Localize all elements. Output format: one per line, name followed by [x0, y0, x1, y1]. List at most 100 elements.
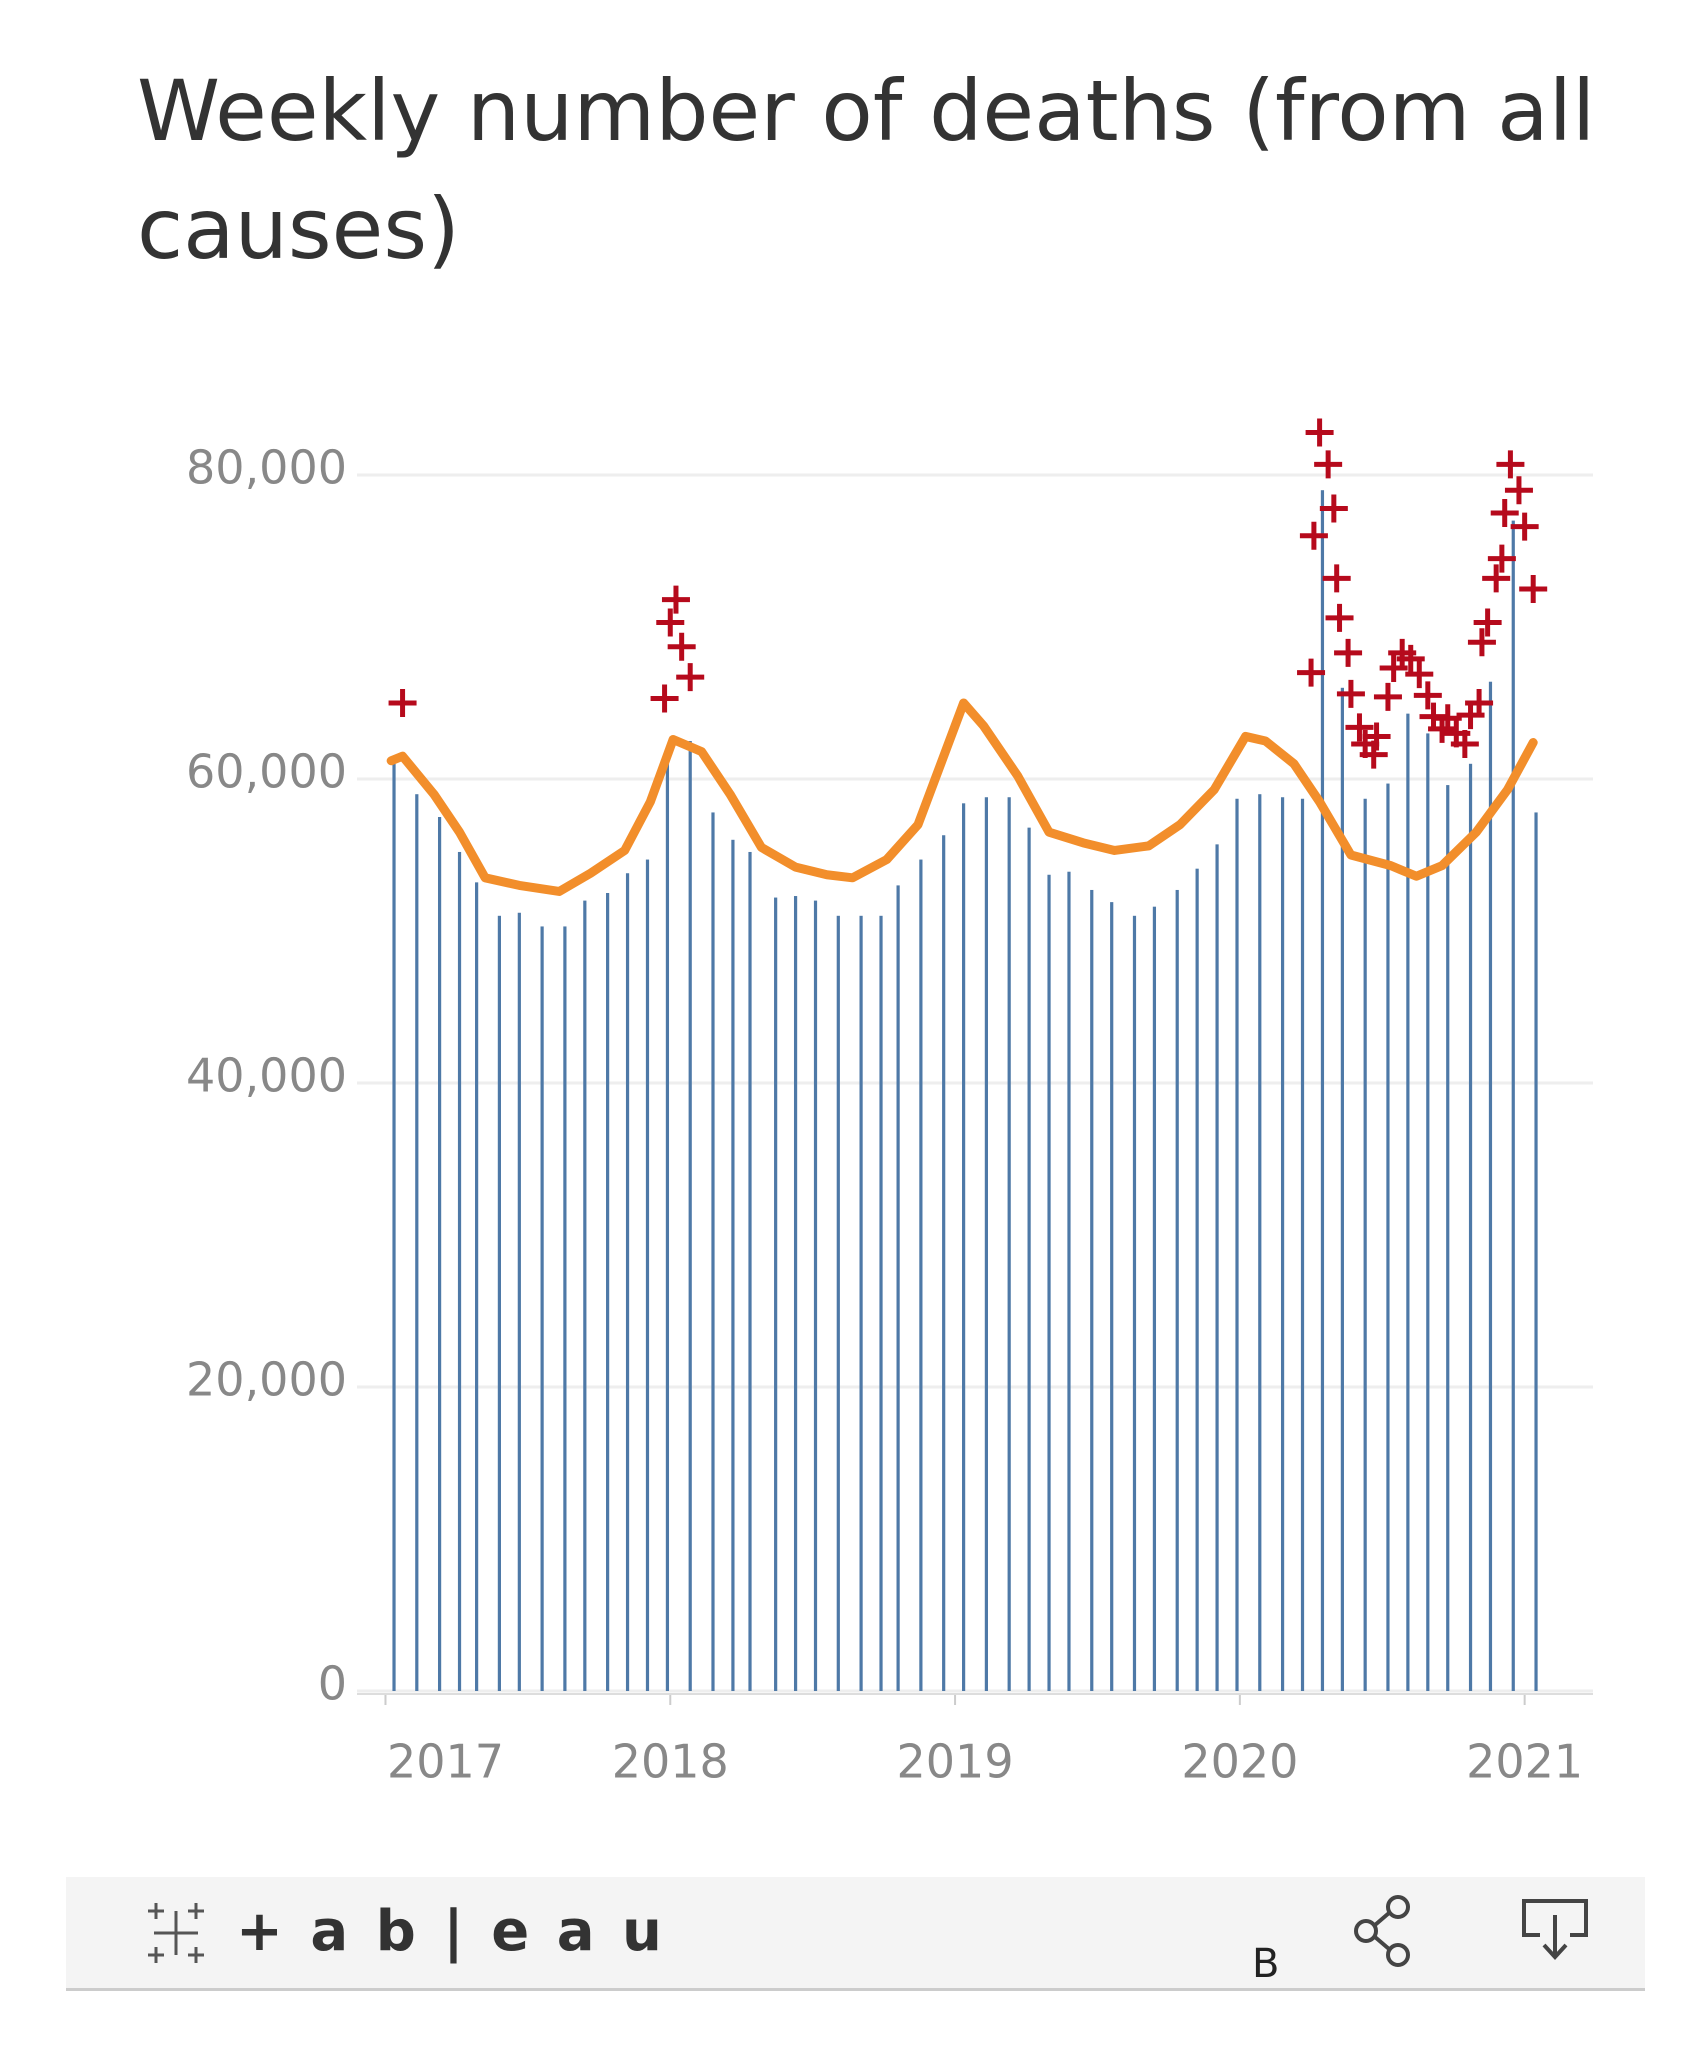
- bar: [836, 915, 840, 1691]
- bar: [793, 896, 798, 1691]
- outlier-marker: [1487, 544, 1516, 573]
- outlier-marker: [1373, 682, 1402, 711]
- bar: [1235, 798, 1239, 1691]
- outlier-marker: [1305, 418, 1334, 447]
- outlier-marker: [1325, 603, 1354, 632]
- bar: [896, 885, 900, 1691]
- label: B: [1252, 1941, 1280, 1987]
- bar: [748, 851, 752, 1691]
- x-tick-label: 2020: [1181, 1735, 1298, 1789]
- bar: [859, 915, 863, 1691]
- chart-title: Weekly number of deaths (from all causes…: [137, 62, 1596, 278]
- outlier-marker: [1433, 704, 1462, 733]
- bar: [1047, 874, 1051, 1691]
- bar: [1300, 798, 1305, 1691]
- outlier-marker: [1490, 499, 1519, 527]
- outlier-marker: [1299, 521, 1328, 550]
- bar: [1446, 785, 1450, 1691]
- bar: [1090, 889, 1094, 1691]
- y-tick-label: 60,000: [186, 745, 347, 799]
- x-tick-label: 2018: [612, 1735, 729, 1789]
- bar: [813, 900, 818, 1691]
- bar: [1468, 763, 1473, 1691]
- outlier-marker: [667, 632, 696, 661]
- y-tick-label: 40,000: [186, 1049, 347, 1103]
- bar: [415, 794, 419, 1691]
- bar: [475, 882, 479, 1691]
- bar: [1067, 871, 1071, 1691]
- bar: [437, 817, 442, 1691]
- outlier-marker: [1319, 494, 1348, 523]
- outlier-marker: [1413, 681, 1442, 710]
- bar: [583, 900, 587, 1691]
- footer-bar: + a b | e a u B: [66, 1877, 1645, 1991]
- outlier-marker: [1465, 689, 1494, 717]
- outlier-marker: [1336, 679, 1365, 708]
- x-tick-label: 2021: [1466, 1735, 1583, 1789]
- outlier-marker: [1362, 722, 1391, 751]
- bar: [497, 915, 501, 1691]
- tableau-icon: [148, 1903, 204, 1963]
- bar: [606, 893, 610, 1691]
- bar: [1363, 798, 1367, 1691]
- bar: [1110, 902, 1114, 1691]
- download-button[interactable]: [1516, 1891, 1596, 1971]
- outlier-marker: [1510, 512, 1539, 541]
- outlier-marker: [388, 689, 417, 717]
- bar: [457, 851, 462, 1691]
- outlier-marker: [1504, 476, 1533, 505]
- bar: [1534, 812, 1538, 1691]
- outlier-marker: [1473, 608, 1502, 637]
- bar: [1340, 687, 1344, 1691]
- bar: [665, 748, 670, 1691]
- bar: [774, 897, 778, 1691]
- outlier-marker: [1519, 575, 1548, 603]
- outlier-marker: [650, 684, 679, 713]
- outlier-marker: [1379, 654, 1408, 683]
- outlier-marker: [1496, 450, 1525, 479]
- bar: [984, 797, 988, 1691]
- y-tick-label: 80,000: [186, 441, 347, 495]
- x-tick-label: 2019: [897, 1735, 1014, 1789]
- outlier-marker: [1345, 713, 1374, 742]
- x-tick-label: 2017: [387, 1735, 504, 1789]
- bar: [625, 873, 630, 1691]
- bar: [1175, 889, 1179, 1691]
- tableau-logo: + a b | e a u: [236, 1899, 666, 1964]
- bar: [1027, 827, 1031, 1691]
- bar: [942, 835, 946, 1691]
- line: [386, 698, 1538, 896]
- bar: [563, 926, 567, 1691]
- outlier-marker: [1467, 628, 1496, 657]
- outlier-marker: [1450, 730, 1479, 759]
- outlier-marker: [1482, 564, 1511, 593]
- y-tick-label: 20,000: [186, 1353, 347, 1407]
- bar: [879, 915, 883, 1691]
- outlier-marker: [1334, 638, 1363, 667]
- chart: 0 20,000 40,000 60,000 80,000 2017 2018 2019 202…: [186, 418, 1593, 1789]
- bar: [1258, 794, 1262, 1691]
- bar: [1152, 906, 1157, 1691]
- share-button[interactable]: [1346, 1891, 1426, 1971]
- bar: [1426, 733, 1430, 1691]
- outlier-marker: [1359, 740, 1388, 769]
- bar: [1007, 797, 1011, 1691]
- bar: [711, 812, 715, 1691]
- bar: [645, 859, 650, 1691]
- bar: [1386, 783, 1390, 1691]
- bar: [1488, 681, 1493, 1691]
- outlier-marker: [1322, 564, 1351, 593]
- bar: [1215, 844, 1219, 1691]
- outlier-marker: [656, 608, 685, 637]
- outlier-marker: [676, 663, 705, 692]
- bar: [962, 803, 966, 1691]
- outlier-marker: [661, 585, 690, 614]
- outlier-marker: [1314, 450, 1343, 479]
- outlier-marker: [1297, 658, 1326, 687]
- bar: [517, 912, 521, 1691]
- bar: [1132, 915, 1137, 1691]
- bar: [1320, 490, 1325, 1692]
- bar: [1406, 713, 1410, 1691]
- bar: [731, 839, 735, 1691]
